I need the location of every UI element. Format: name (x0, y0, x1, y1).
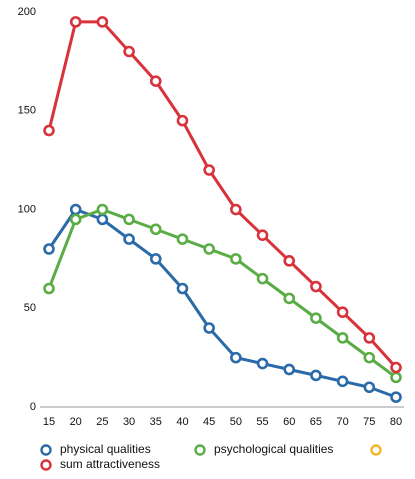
point (203, 164, 215, 176)
point (69, 213, 82, 226)
point (149, 223, 162, 236)
point (283, 363, 296, 376)
legend-label: sum attractiveness (60, 457, 160, 471)
y-tick-label: 100 (18, 203, 36, 215)
point (230, 203, 242, 216)
point (230, 351, 242, 364)
point (123, 45, 135, 58)
point (69, 203, 82, 216)
point (310, 369, 322, 382)
y-tick-label: 200 (18, 6, 36, 18)
point (310, 312, 322, 324)
legend-marker (40, 444, 52, 456)
y-tick-label: 50 (24, 302, 36, 314)
legend-marker (194, 444, 206, 456)
point (256, 272, 269, 285)
point (390, 391, 402, 403)
x-tick-label: 15 (43, 416, 55, 428)
point (390, 361, 402, 374)
x-tick-label: 30 (123, 416, 135, 428)
point (43, 124, 55, 137)
point (230, 253, 242, 265)
point (43, 282, 55, 295)
x-tick-label: 40 (176, 416, 188, 428)
series-line (47, 208, 397, 379)
x-tick-label: 25 (96, 416, 108, 428)
point (283, 255, 296, 267)
series-line (47, 20, 398, 369)
point (283, 292, 296, 305)
point (176, 233, 189, 245)
point (123, 213, 135, 226)
point (363, 381, 376, 394)
x-tick-label: 70 (336, 416, 348, 428)
point (336, 375, 349, 388)
legend-label: physical qualities (60, 442, 151, 456)
point (310, 280, 322, 293)
x-tick-label: 60 (283, 416, 295, 428)
point (176, 114, 189, 127)
point (96, 213, 109, 226)
x-tick-label: 50 (230, 416, 242, 428)
point (176, 282, 189, 295)
legend-label: psychological qualities (214, 442, 333, 456)
series-line (47, 208, 397, 399)
x-tick-label: 45 (203, 416, 215, 428)
point (363, 332, 376, 344)
point (336, 332, 349, 344)
x-tick-label: 55 (256, 416, 268, 428)
point (43, 243, 55, 255)
y-tick-label: 0 (30, 401, 36, 413)
point (96, 16, 109, 28)
point (149, 253, 162, 265)
legend-marker (370, 444, 382, 456)
point (123, 233, 135, 245)
point (256, 357, 269, 370)
point (363, 351, 376, 364)
point (69, 16, 82, 28)
x-tick-label: 80 (390, 416, 402, 428)
point (96, 203, 109, 216)
point (203, 322, 215, 334)
x-tick-label: 20 (70, 416, 82, 428)
point (256, 229, 269, 241)
x-tick-label: 75 (363, 416, 375, 428)
point (390, 371, 402, 384)
x-tick-label: 65 (310, 416, 322, 428)
x-tick-label: 35 (150, 416, 162, 428)
y-tick-label: 150 (18, 105, 36, 117)
point (149, 75, 162, 87)
point (336, 306, 349, 319)
point (203, 243, 215, 255)
legend-marker (40, 459, 52, 471)
